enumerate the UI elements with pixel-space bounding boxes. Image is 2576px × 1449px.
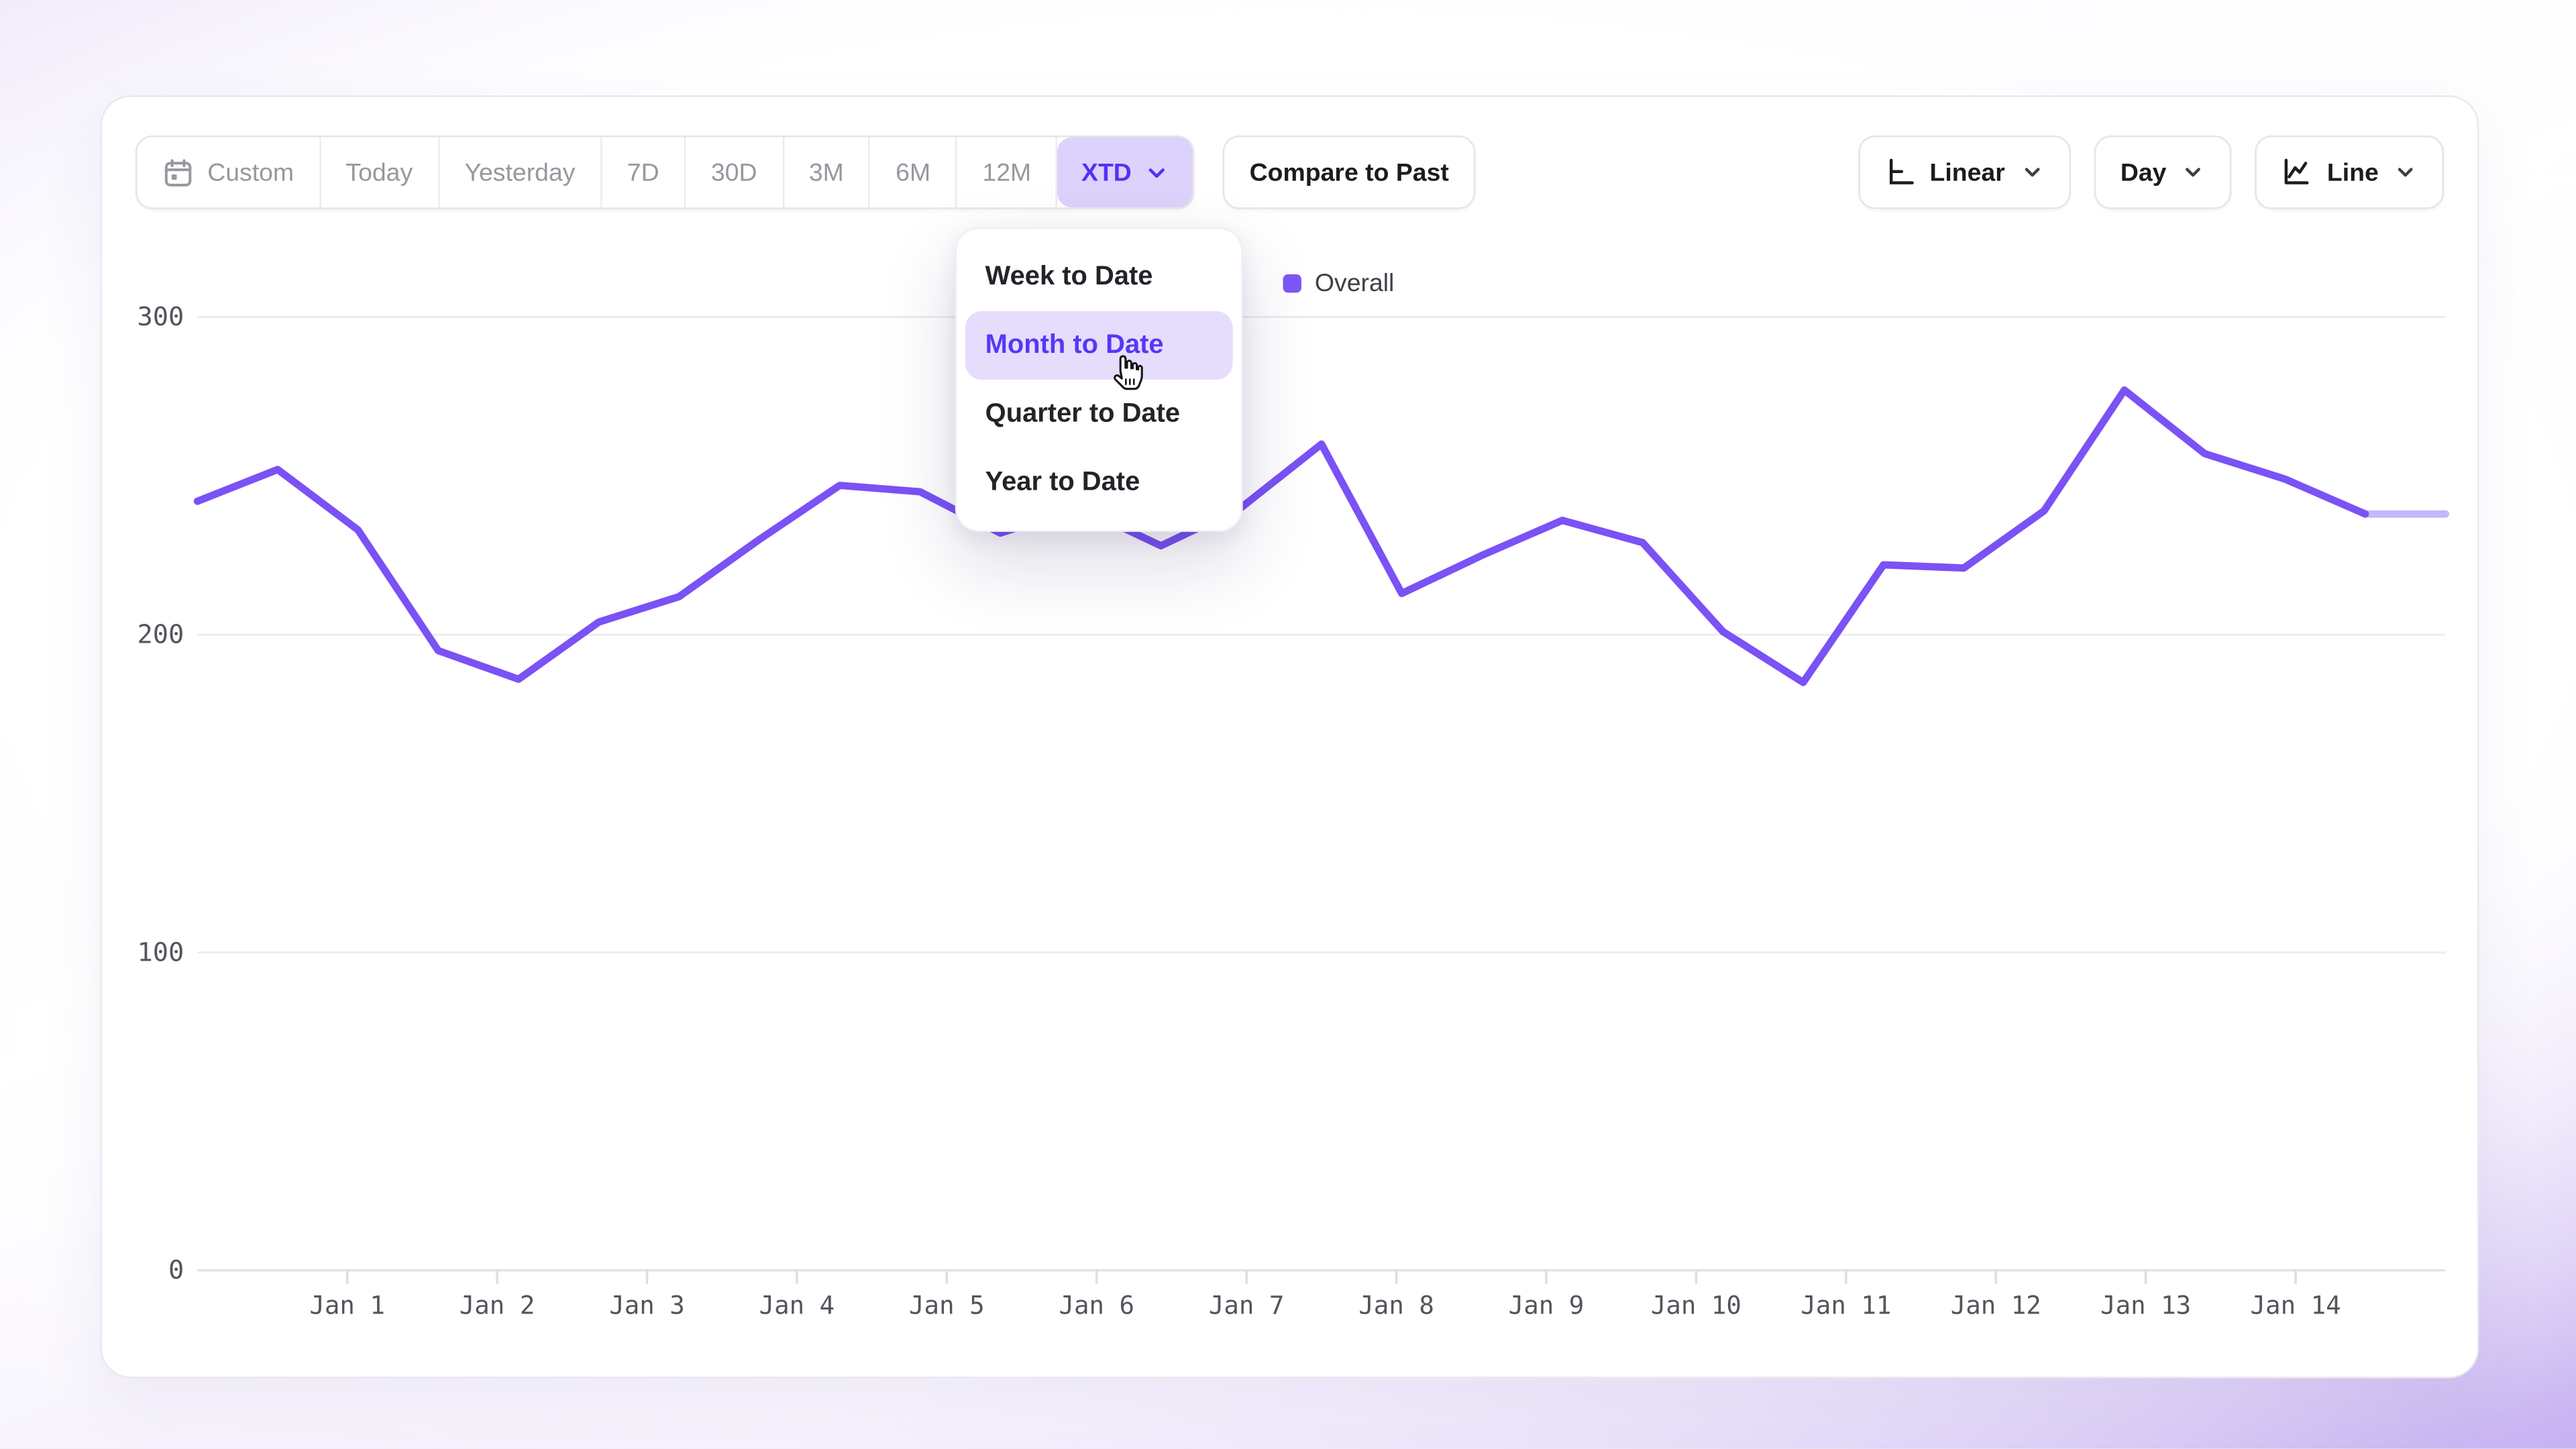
menu-item-week-to-date[interactable]: Week to Date	[985, 262, 1153, 290]
line-chart-icon	[2282, 157, 2312, 187]
range-12m-button[interactable]: 12M	[957, 137, 1059, 208]
range-30d-button[interactable]: 30D	[686, 137, 784, 208]
toolbar: Custom Today Yesterday 7D 30D 3M 6M 12M …	[135, 135, 2457, 209]
compare-to-past-button[interactable]: Compare to Past	[1222, 135, 1476, 209]
legend-label: Overall	[1314, 269, 1395, 298]
x-axis-label-Jan-8: Jan 8	[1358, 1290, 1434, 1320]
granularity-select[interactable]: Day	[2093, 135, 2232, 209]
calendar-icon	[162, 156, 194, 188]
chevron-down-icon	[2394, 160, 2417, 184]
range-xtd-label: XTD	[1081, 158, 1132, 187]
x-axis-label-Jan-9: Jan 9	[1509, 1290, 1585, 1320]
y-axis-label-0: 0	[168, 1255, 184, 1285]
y-axis-label-300: 300	[138, 302, 184, 332]
range-7d-button[interactable]: 7D	[602, 137, 686, 208]
x-axis-label-Jan-7: Jan 7	[1209, 1290, 1285, 1320]
chart-settings-group: Linear Day	[1858, 135, 2445, 209]
series-line-overall	[193, 386, 2369, 686]
granularity-select-label: Day	[2120, 158, 2167, 187]
range-xtd-button[interactable]: XTD	[1058, 137, 1194, 208]
chart-type-select[interactable]: Line	[2255, 135, 2445, 209]
x-axis-label-Jan-3: Jan 3	[609, 1290, 685, 1320]
x-axis-label-Jan-1: Jan 1	[309, 1290, 385, 1320]
chart-type-select-label: Line	[2326, 158, 2379, 187]
range-custom-button[interactable]: Custom	[137, 137, 321, 208]
range-custom-label: Custom	[207, 158, 294, 187]
x-axis-label-Jan-11: Jan 11	[1801, 1290, 1891, 1320]
y-axis-label-100: 100	[138, 937, 184, 967]
x-axis-label-Jan-12: Jan 12	[1951, 1290, 2041, 1320]
menu-item-month-to-date[interactable]: Month to Date	[965, 311, 1233, 380]
x-axis-label-Jan-6: Jan 6	[1059, 1290, 1134, 1320]
chart-card: Custom Today Yesterday 7D 30D 3M 6M 12M …	[100, 95, 2479, 1379]
menu-item-quarter-to-date[interactable]: Quarter to Date	[985, 398, 1181, 428]
range-3m-button[interactable]: 3M	[784, 137, 871, 208]
x-axis-label-Jan-2: Jan 2	[460, 1290, 535, 1320]
date-range-segmented-control: Custom Today Yesterday 7D 30D 3M 6M 12M …	[135, 135, 1195, 209]
compare-to-past-label: Compare to Past	[1249, 158, 1449, 187]
y-axis-label-200: 200	[138, 620, 184, 650]
range-yesterday-button[interactable]: Yesterday	[439, 137, 602, 208]
legend-swatch	[1283, 274, 1301, 293]
line-chart[interactable]: 0 100 200 300 Jan 1 Jan 2 Jan 3 Jan 4 Jan 5 Jan 6…	[102, 97, 2477, 1377]
chevron-down-icon	[2182, 160, 2205, 184]
x-axis-label-Jan-4: Jan 4	[759, 1290, 835, 1320]
range-today-button[interactable]: Today	[320, 137, 440, 208]
axis-scale-icon	[1884, 157, 1915, 187]
scale-select-label: Linear	[1929, 158, 2005, 187]
scale-select[interactable]: Linear	[1858, 135, 2071, 209]
x-axis-label-Jan-14: Jan 14	[2251, 1290, 2341, 1320]
legend: Overall	[1283, 269, 1395, 298]
x-axis-label-Jan-13: Jan 13	[2100, 1290, 2191, 1320]
menu-item-year-to-date[interactable]: Year to Date	[985, 467, 1140, 496]
range-6m-button[interactable]: 6M	[870, 137, 958, 208]
chevron-down-icon	[1145, 160, 1170, 184]
x-axis-label-Jan-10: Jan 10	[1651, 1290, 1741, 1320]
xtd-dropdown-menu: Week to Date Month to Date Quarter to Date…	[955, 227, 1243, 532]
x-axis-label-Jan-5: Jan 5	[909, 1290, 985, 1320]
chevron-down-icon	[2020, 160, 2043, 184]
